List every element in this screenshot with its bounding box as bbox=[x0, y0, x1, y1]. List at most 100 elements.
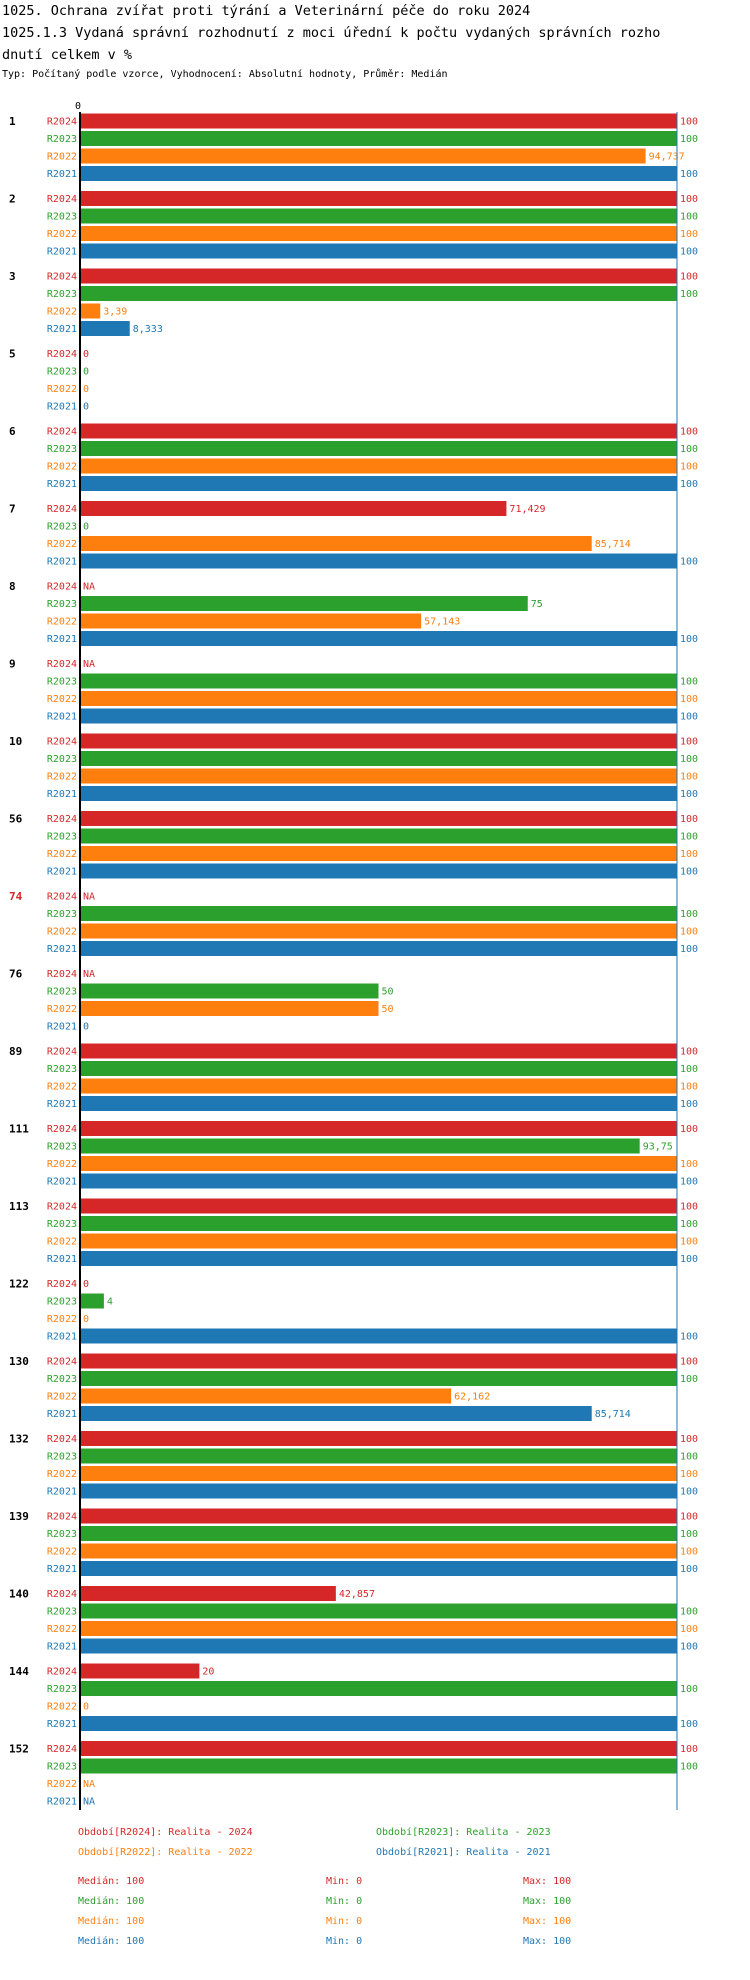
bar bbox=[80, 131, 677, 146]
data-label: 100 bbox=[680, 444, 698, 455]
group-label: 1 bbox=[9, 115, 16, 128]
series-label: R2024 bbox=[47, 194, 77, 205]
bar bbox=[80, 1758, 677, 1774]
series-label: R2022 bbox=[47, 1624, 77, 1635]
series-label: R2024 bbox=[47, 1667, 77, 1678]
data-label: 100 bbox=[680, 1469, 698, 1480]
data-label: 85,714 bbox=[595, 1409, 631, 1420]
series-label: R2023 bbox=[47, 1684, 77, 1695]
bar bbox=[80, 906, 677, 921]
series-label: R2023 bbox=[47, 289, 77, 300]
data-label: 100 bbox=[680, 1529, 698, 1540]
group-label: 2 bbox=[9, 193, 16, 206]
series-label: R2023 bbox=[47, 1452, 77, 1463]
data-label: 100 bbox=[680, 1684, 698, 1695]
data-label: 100 bbox=[680, 1762, 698, 1773]
group-label: 152 bbox=[9, 1743, 29, 1756]
bar bbox=[80, 1741, 677, 1756]
series-label: R2022 bbox=[47, 152, 77, 163]
data-label: NA bbox=[83, 892, 95, 903]
data-label: 0 bbox=[83, 1022, 89, 1033]
series-label: R2022 bbox=[47, 229, 77, 240]
bar bbox=[80, 286, 677, 301]
data-label: 100 bbox=[680, 247, 698, 258]
data-label: 100 bbox=[680, 1452, 698, 1463]
series-label: R2023 bbox=[47, 367, 77, 378]
series-label: R2024 bbox=[47, 1744, 77, 1755]
data-label: 100 bbox=[680, 1202, 698, 1213]
bar bbox=[80, 1681, 677, 1696]
bar bbox=[80, 1328, 677, 1344]
data-label: 100 bbox=[680, 1332, 698, 1343]
bar bbox=[80, 768, 677, 784]
data-label: 3,39 bbox=[103, 307, 127, 318]
data-label: 100 bbox=[680, 944, 698, 955]
data-label: 100 bbox=[680, 272, 698, 283]
series-label: R2023 bbox=[47, 134, 77, 145]
bar bbox=[80, 733, 677, 749]
bar bbox=[80, 423, 677, 439]
series-label: R2022 bbox=[47, 1159, 77, 1170]
series-label: R2021 bbox=[47, 169, 77, 180]
bar bbox=[80, 828, 677, 844]
data-label: 100 bbox=[680, 909, 698, 920]
bar bbox=[80, 1508, 677, 1524]
data-label: 0 bbox=[83, 1279, 89, 1290]
series-label: R2021 bbox=[47, 324, 77, 335]
data-label: 100 bbox=[680, 1642, 698, 1653]
data-label: 100 bbox=[680, 1744, 698, 1755]
stat-median: Medián: 100 bbox=[78, 1876, 145, 1887]
series-label: R2023 bbox=[47, 832, 77, 843]
data-label: 100 bbox=[680, 169, 698, 180]
bar bbox=[80, 983, 379, 999]
series-label: R2021 bbox=[47, 1487, 77, 1498]
axis-zero-label: 0 bbox=[75, 101, 81, 112]
group-label: 56 bbox=[9, 813, 23, 826]
series-label: R2021 bbox=[47, 479, 77, 490]
bar bbox=[80, 1716, 677, 1731]
series-label: R2024 bbox=[47, 1047, 77, 1058]
series-label: R2023 bbox=[47, 1064, 77, 1075]
group-label: 111 bbox=[9, 1123, 29, 1136]
group-label: 10 bbox=[9, 735, 22, 748]
data-label: 100 bbox=[680, 754, 698, 765]
bar bbox=[80, 631, 677, 646]
bar bbox=[80, 1561, 677, 1576]
series-label: R2024 bbox=[47, 1512, 77, 1523]
data-label: 4 bbox=[107, 1297, 113, 1308]
bar bbox=[80, 1078, 677, 1094]
series-label: R2021 bbox=[47, 1564, 77, 1575]
series-label: R2021 bbox=[47, 1177, 77, 1188]
series-label: R2023 bbox=[47, 1374, 77, 1385]
series-label: R2023 bbox=[47, 909, 77, 920]
data-label: 0 bbox=[83, 1314, 89, 1325]
stat-median: Medián: 100 bbox=[78, 1896, 145, 1907]
data-label: 100 bbox=[680, 1159, 698, 1170]
data-label: 100 bbox=[680, 677, 698, 688]
data-label: NA bbox=[83, 659, 95, 670]
stat-max: Max: 100 bbox=[523, 1936, 572, 1947]
series-label: R2021 bbox=[47, 1642, 77, 1653]
data-label: 100 bbox=[680, 712, 698, 723]
data-label: 100 bbox=[680, 1512, 698, 1523]
chart-header: 1025. Ochrana zvířat proti týrání a Vete… bbox=[0, 0, 750, 83]
data-label: 100 bbox=[680, 849, 698, 860]
chart-title-line-3: dnutí celkem v % bbox=[2, 47, 133, 63]
group-label: 76 bbox=[9, 968, 23, 981]
group-label: 122 bbox=[9, 1278, 29, 1291]
bar bbox=[80, 923, 677, 939]
group-label: 74 bbox=[9, 890, 23, 903]
data-label: 42,857 bbox=[339, 1589, 375, 1600]
series-label: R2022 bbox=[47, 1237, 77, 1248]
series-label: R2021 bbox=[47, 1022, 77, 1033]
series-label: R2021 bbox=[47, 1719, 77, 1730]
series-label: R2021 bbox=[47, 634, 77, 645]
data-label: 100 bbox=[680, 1487, 698, 1498]
bar bbox=[80, 1663, 200, 1679]
series-label: R2023 bbox=[47, 212, 77, 223]
bar bbox=[80, 863, 677, 879]
series-label: R2022 bbox=[47, 772, 77, 783]
series-label: R2024 bbox=[47, 504, 77, 515]
series-label: R2021 bbox=[47, 789, 77, 800]
series-label: R2021 bbox=[47, 1797, 77, 1808]
